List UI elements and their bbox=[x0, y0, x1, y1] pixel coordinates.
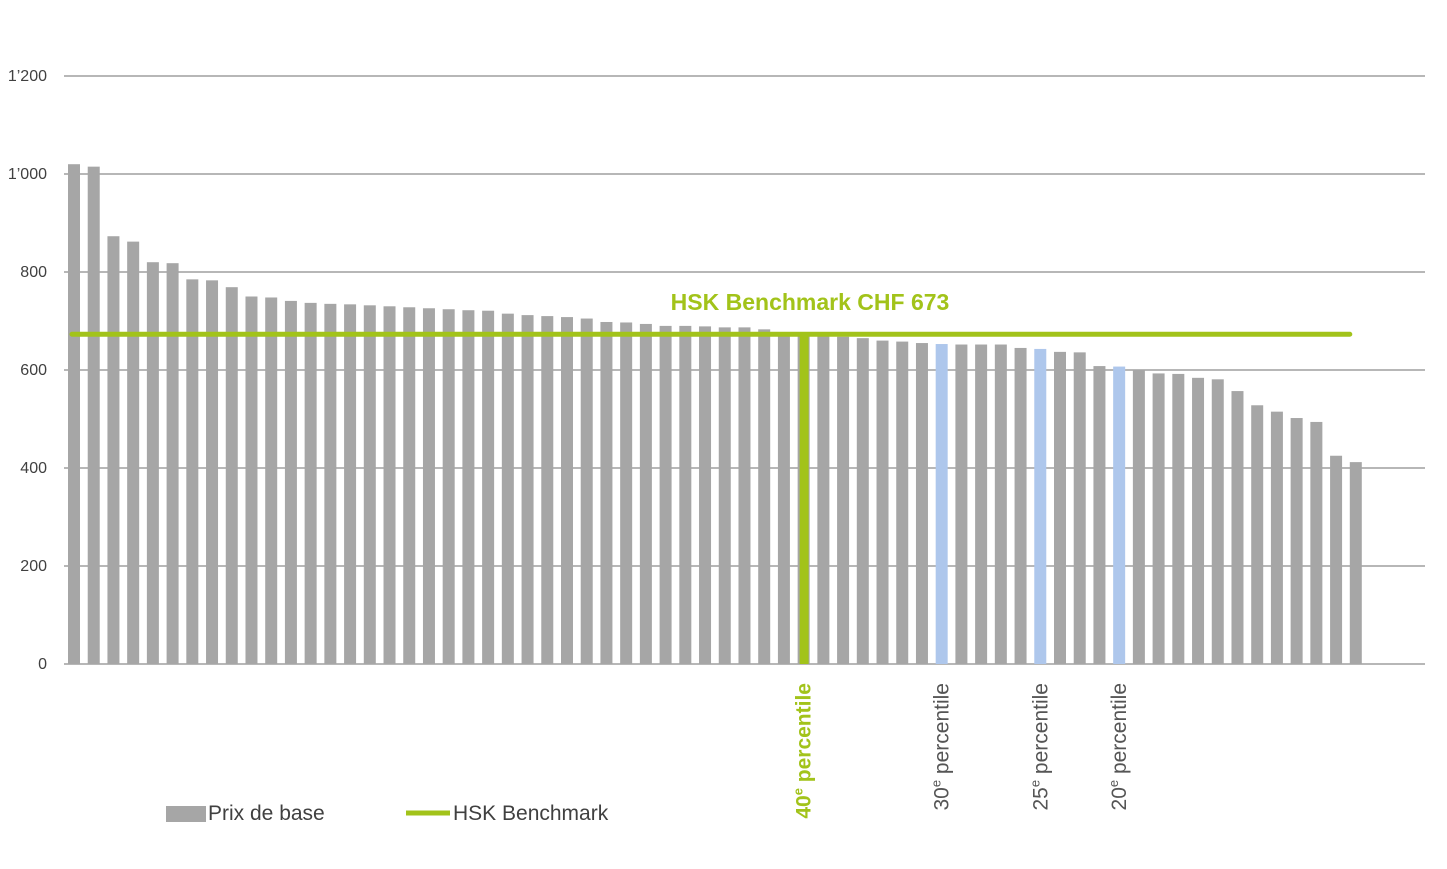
bar bbox=[1270, 411, 1283, 664]
bar bbox=[225, 287, 238, 664]
bar bbox=[718, 327, 731, 664]
bar bbox=[1349, 462, 1362, 664]
y-tick-label: 1’000 bbox=[8, 166, 47, 183]
bar bbox=[837, 336, 850, 664]
bar bbox=[245, 296, 258, 664]
bar bbox=[1132, 370, 1145, 664]
bar bbox=[501, 313, 514, 664]
percentile-label: 40e percentile bbox=[791, 683, 816, 819]
bar bbox=[1073, 352, 1086, 664]
bar bbox=[1192, 377, 1205, 664]
bar bbox=[146, 262, 159, 664]
y-tick-label: 600 bbox=[20, 362, 47, 379]
bar bbox=[521, 315, 534, 664]
bar bbox=[127, 241, 140, 664]
bar bbox=[620, 322, 633, 664]
legend-label-prix-de-base: Prix de base bbox=[208, 802, 325, 825]
bar bbox=[482, 310, 495, 664]
legend-label-hsk-benchmark: HSK Benchmark bbox=[453, 802, 609, 825]
bar bbox=[856, 338, 869, 664]
bar bbox=[1152, 373, 1165, 664]
y-tick-label: 400 bbox=[20, 460, 47, 477]
y-tick-label: 800 bbox=[20, 264, 47, 281]
bar bbox=[777, 334, 790, 664]
bar bbox=[87, 166, 100, 664]
bar bbox=[679, 325, 692, 664]
bar bbox=[561, 317, 573, 664]
bar bbox=[817, 335, 830, 664]
percentile-bar bbox=[1034, 348, 1047, 664]
bar bbox=[1172, 373, 1185, 664]
percentile-bar bbox=[935, 344, 948, 664]
bar bbox=[580, 318, 593, 664]
bar bbox=[462, 310, 475, 664]
bar bbox=[975, 344, 988, 664]
bar bbox=[758, 329, 771, 664]
bar bbox=[876, 340, 889, 664]
bar bbox=[284, 300, 297, 664]
bar bbox=[304, 302, 317, 664]
bar bbox=[265, 297, 278, 664]
bar bbox=[1054, 351, 1066, 664]
percentile-label: 20e percentile bbox=[1106, 683, 1131, 810]
bar bbox=[68, 164, 80, 664]
bar bbox=[344, 304, 357, 664]
bar bbox=[442, 309, 455, 664]
bar bbox=[1211, 379, 1224, 664]
benchmark-label: HSK Benchmark CHF 673 bbox=[671, 289, 950, 315]
bar bbox=[1014, 347, 1027, 664]
bar bbox=[915, 343, 928, 664]
bar bbox=[541, 316, 554, 664]
y-tick-label: 0 bbox=[38, 656, 47, 673]
bar bbox=[403, 307, 416, 664]
bar bbox=[1231, 391, 1244, 664]
bar bbox=[1290, 418, 1303, 664]
bar bbox=[186, 279, 199, 664]
bar bbox=[639, 323, 652, 664]
bar bbox=[1251, 405, 1264, 664]
bar bbox=[107, 236, 120, 665]
bar bbox=[955, 344, 968, 664]
bar bbox=[166, 263, 179, 664]
bar bbox=[422, 308, 435, 664]
y-tick-label: 200 bbox=[20, 558, 47, 575]
bar bbox=[994, 344, 1007, 664]
bar bbox=[659, 325, 672, 664]
bar bbox=[363, 305, 376, 664]
bar bbox=[206, 280, 219, 664]
y-tick-label: 1’200 bbox=[8, 68, 47, 85]
bar bbox=[738, 327, 751, 664]
bar bbox=[699, 326, 712, 664]
bar bbox=[1093, 366, 1106, 664]
bar bbox=[383, 306, 396, 664]
percentile-label: 25e percentile bbox=[1027, 683, 1052, 810]
bar bbox=[896, 341, 909, 664]
legend-bar-swatch bbox=[166, 806, 206, 822]
percentile-label: 30e percentile bbox=[929, 683, 954, 810]
percentile-bar bbox=[1113, 366, 1126, 664]
bar bbox=[600, 321, 613, 664]
bar bbox=[324, 303, 337, 664]
bar bbox=[1310, 421, 1323, 664]
bar bbox=[1330, 455, 1343, 664]
